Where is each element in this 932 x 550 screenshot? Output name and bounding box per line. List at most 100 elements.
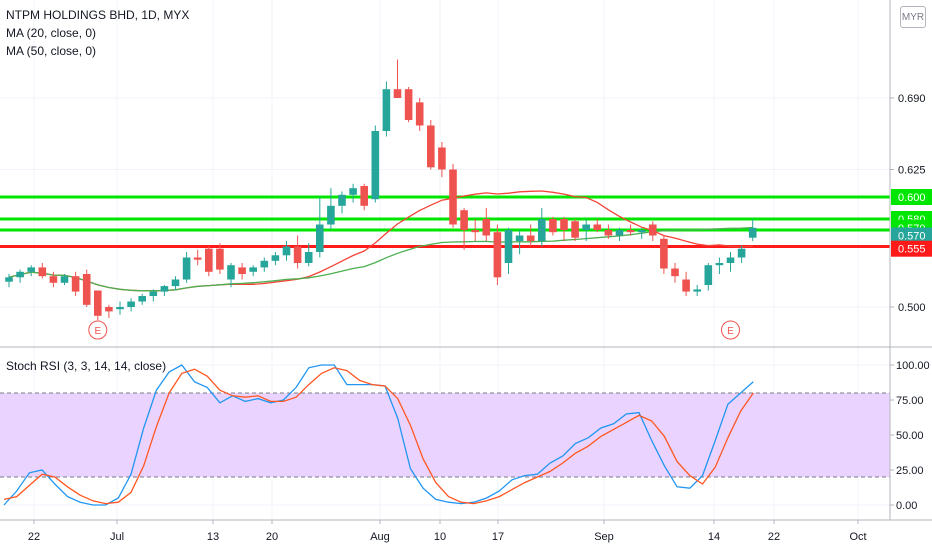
candle-body	[737, 248, 746, 258]
candle-body	[382, 89, 391, 131]
candle	[404, 87, 413, 123]
earnings-marker[interactable]: E	[88, 320, 108, 340]
candle-body	[205, 248, 213, 272]
candle-body	[38, 267, 47, 277]
candle	[427, 120, 435, 170]
candle-body	[415, 102, 424, 126]
rsi-tick-label: 100.00	[896, 360, 930, 372]
candle-body	[560, 219, 568, 230]
candle-body	[460, 210, 468, 230]
candle	[71, 271, 80, 296]
candle-body	[504, 230, 513, 263]
candle	[382, 81, 391, 137]
candle	[504, 227, 513, 274]
candle	[327, 188, 335, 230]
earnings-label: E	[727, 326, 734, 337]
price-tag-bg	[891, 227, 932, 244]
stoch-rsi-lines	[3, 364, 754, 506]
candle	[60, 274, 69, 285]
candle-body	[27, 267, 35, 272]
horizontal-levels	[0, 195, 890, 248]
rsi-axis[interactable]: 0.00 25.00 50.00 75.00 100.00	[890, 360, 930, 512]
time-axis[interactable]: 22 Jul 13 20 Aug 10 17 Sep 14 22 Oct	[28, 520, 867, 543]
candle	[160, 285, 169, 296]
time-tick-label: 14	[708, 531, 720, 543]
candle	[415, 98, 424, 131]
candle	[5, 274, 13, 288]
stoch-rsi-band	[0, 392, 890, 478]
candle-body	[593, 224, 602, 230]
candle-body	[493, 232, 502, 278]
candle-body	[238, 267, 246, 274]
candle	[349, 183, 357, 203]
candle-body	[316, 224, 324, 252]
time-tick-label: 17	[492, 531, 504, 543]
candle-body	[260, 260, 269, 268]
earnings-circle	[721, 320, 740, 340]
candle	[571, 219, 579, 241]
price-tag-bg	[891, 189, 932, 205]
candle-body	[160, 286, 169, 292]
candle-body	[249, 267, 257, 272]
currency-button[interactable]: MYR	[900, 6, 926, 28]
earnings-marker[interactable]: E	[721, 320, 740, 340]
candle	[371, 125, 380, 203]
rsi-tick-label: 75.00	[896, 395, 924, 407]
band-fill	[0, 393, 890, 477]
candle-body	[671, 268, 679, 277]
candle	[449, 164, 457, 228]
candle	[660, 235, 668, 274]
candle-body	[427, 125, 435, 168]
symbol-title: NTPM HOLDINGS BHD, 1D, MYX	[6, 8, 190, 22]
time-tick-label: 22	[768, 531, 780, 543]
time-tick-label: Jul	[110, 531, 124, 543]
candle-body	[5, 277, 13, 282]
candle-body	[438, 147, 446, 170]
candle	[171, 276, 180, 291]
candle-body	[282, 246, 291, 256]
candle	[726, 252, 735, 272]
candle-body	[582, 224, 590, 230]
time-tick-label: Aug	[370, 531, 390, 543]
candle	[471, 219, 479, 241]
candle-body	[371, 131, 380, 200]
earnings-label: E	[94, 326, 101, 337]
candles	[5, 59, 757, 321]
candle-body	[71, 276, 80, 292]
candle	[216, 243, 224, 274]
candle	[582, 219, 590, 241]
price-tag-label: 0.555	[898, 244, 926, 256]
candle	[615, 227, 624, 241]
candle	[560, 216, 568, 241]
time-tick-label: 13	[207, 531, 219, 543]
rsi-tick-label: 25.00	[896, 465, 924, 477]
candle	[38, 263, 47, 279]
candle	[105, 304, 113, 318]
candle-body	[182, 257, 191, 280]
candle-body	[549, 219, 557, 233]
candle-body	[649, 224, 657, 236]
price-tag: 0.570	[891, 227, 932, 244]
candle-body	[216, 248, 224, 270]
candle	[637, 227, 646, 239]
moving-averages	[8, 190, 753, 292]
rsi-tick-label: 50.00	[896, 430, 924, 442]
candle-body	[60, 276, 69, 283]
candle-body	[271, 255, 280, 261]
candle	[316, 197, 324, 258]
price-tick-label: 0.690	[898, 93, 926, 105]
earnings-circle	[88, 320, 108, 340]
candle	[626, 224, 635, 236]
candle-body	[526, 235, 535, 241]
candle	[748, 219, 757, 241]
candle	[16, 269, 24, 283]
candle	[27, 265, 35, 277]
candle	[127, 298, 135, 312]
candle-body	[471, 230, 479, 233]
candle-body	[360, 186, 368, 206]
candle	[438, 142, 446, 178]
candle	[116, 301, 124, 315]
